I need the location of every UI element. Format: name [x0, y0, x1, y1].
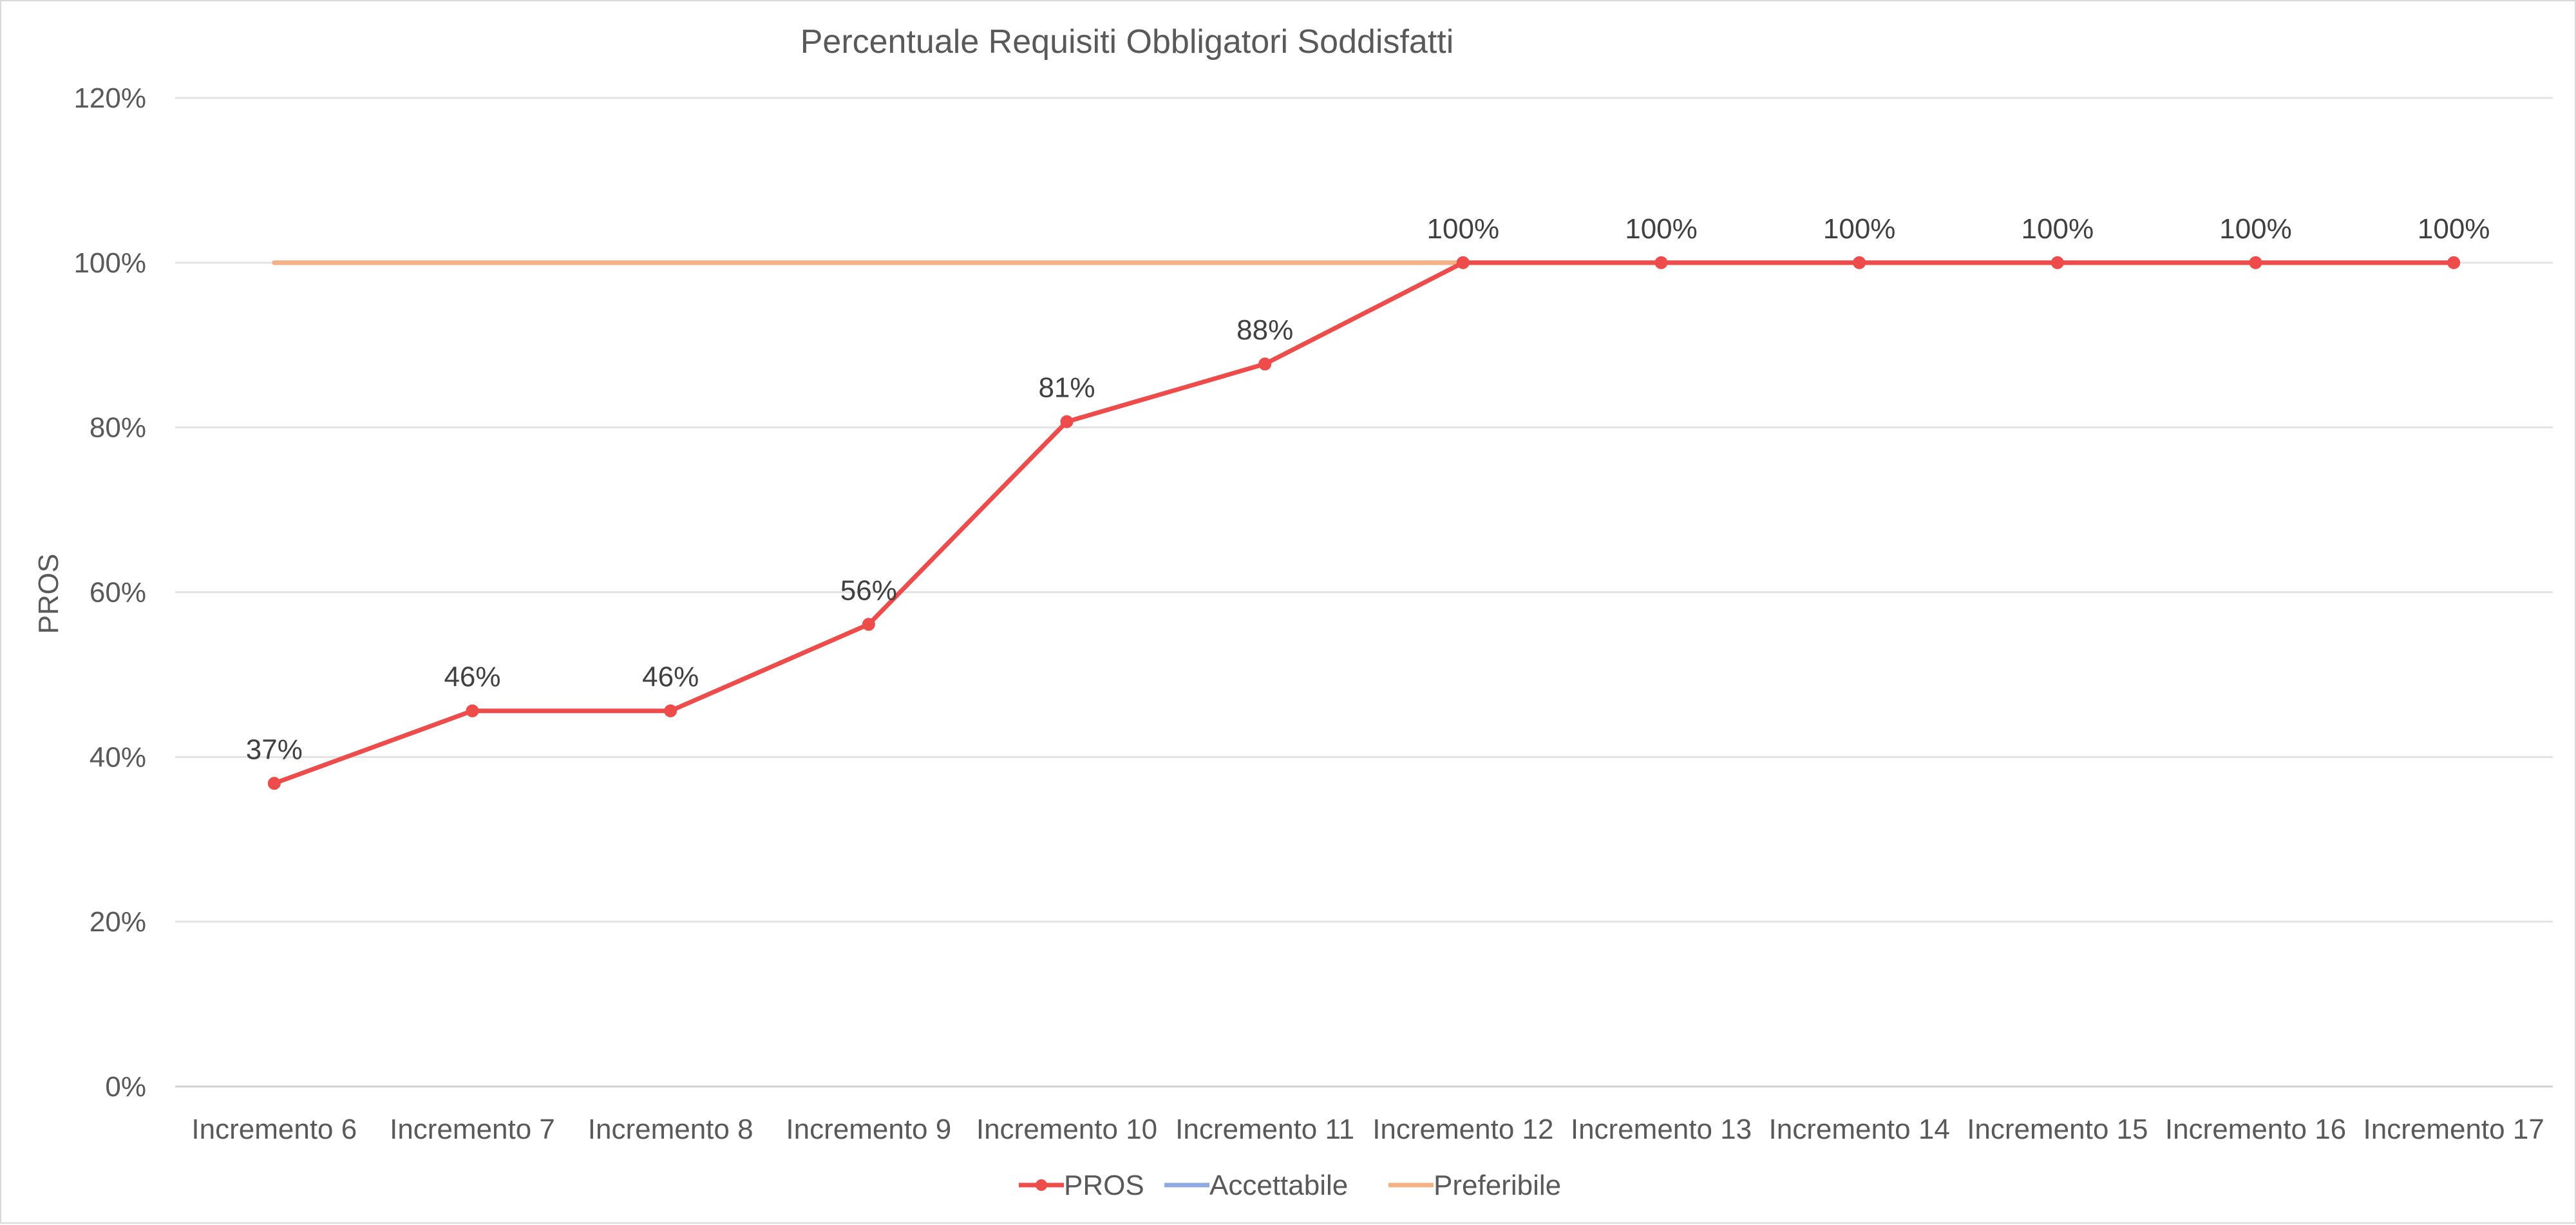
legend: PROS Accettabile Preferibile	[1019, 1170, 1561, 1201]
legend-marker	[1036, 1179, 1047, 1191]
x-tick-label: Incremento 13	[1571, 1114, 1752, 1145]
data-label: 56%	[840, 575, 897, 606]
data-point	[267, 777, 281, 790]
data-point	[2050, 256, 2064, 269]
y-tick-label: 120%	[73, 82, 146, 114]
legend-label-preferibile: Preferibile	[1434, 1170, 1561, 1201]
x-tick-label: Incremento 7	[390, 1114, 555, 1145]
x-tick-label: Incremento 10	[976, 1114, 1157, 1145]
data-label: 100%	[2418, 213, 2490, 245]
data-label: 100%	[1823, 213, 1896, 245]
data-label: 100%	[1427, 213, 1500, 245]
x-tick-label: Incremento 11	[1175, 1114, 1354, 1145]
data-label: 81%	[1038, 372, 1095, 404]
data-labels: 37% 46% 46% 56% 81% 88% 100% 100% 100% 100% 100% 10…	[246, 213, 2490, 765]
x-tick-label: Incremento 17	[2363, 1114, 2544, 1145]
data-label: 37%	[246, 734, 303, 765]
data-label: 46%	[444, 661, 500, 693]
data-label: 88%	[1236, 314, 1293, 346]
y-tick-label: 40%	[90, 741, 146, 773]
gridlines	[175, 97, 2553, 1088]
y-tick-label: 100%	[73, 247, 146, 279]
data-label: 100%	[1625, 213, 1698, 245]
y-tick-label: 0%	[105, 1071, 146, 1103]
data-point	[1060, 415, 1074, 428]
chart-title: Percentuale Requisiti Obbligatori Soddis…	[800, 23, 1454, 61]
legend-label-pros: PROS	[1064, 1170, 1144, 1201]
data-point	[862, 618, 875, 631]
data-label: 100%	[2022, 213, 2094, 245]
data-point	[1258, 357, 1272, 371]
x-tick-label: Incremento 6	[191, 1114, 357, 1145]
y-tick-label: 80%	[90, 412, 146, 444]
x-tick-label: Incremento 12	[1372, 1114, 1553, 1145]
y-tick-label: 60%	[90, 577, 146, 609]
series-line-pros	[272, 260, 2456, 786]
data-point	[1654, 256, 1668, 269]
y-tick-label: 20%	[90, 906, 146, 938]
data-label: 100%	[2219, 213, 2292, 245]
x-tick-label: Incremento 8	[588, 1114, 753, 1145]
x-tick-label: Incremento 16	[2165, 1114, 2346, 1145]
series-lines	[272, 260, 2456, 786]
data-point	[2249, 256, 2262, 269]
y-axis-title: PROS	[33, 554, 64, 634]
data-point	[2447, 256, 2461, 269]
x-axis-tick-labels: Incremento 6 Incremento 7 Incremento 8 Incr…	[191, 1114, 2544, 1145]
x-tick-label: Incremento 9	[786, 1114, 951, 1145]
data-point	[664, 704, 677, 717]
data-point	[1456, 256, 1470, 269]
data-point	[466, 704, 479, 717]
x-tick-label: Incremento 15	[1967, 1114, 2148, 1145]
y-axis-tick-labels: 0% 20% 40% 60% 80% 100% 120%	[73, 82, 146, 1103]
x-tick-label: Incremento 14	[1769, 1114, 1950, 1145]
legend-label-accettabile: Accettabile	[1209, 1170, 1348, 1201]
series-markers	[267, 256, 2461, 790]
data-label: 46%	[642, 661, 699, 693]
data-point	[1853, 256, 1866, 269]
